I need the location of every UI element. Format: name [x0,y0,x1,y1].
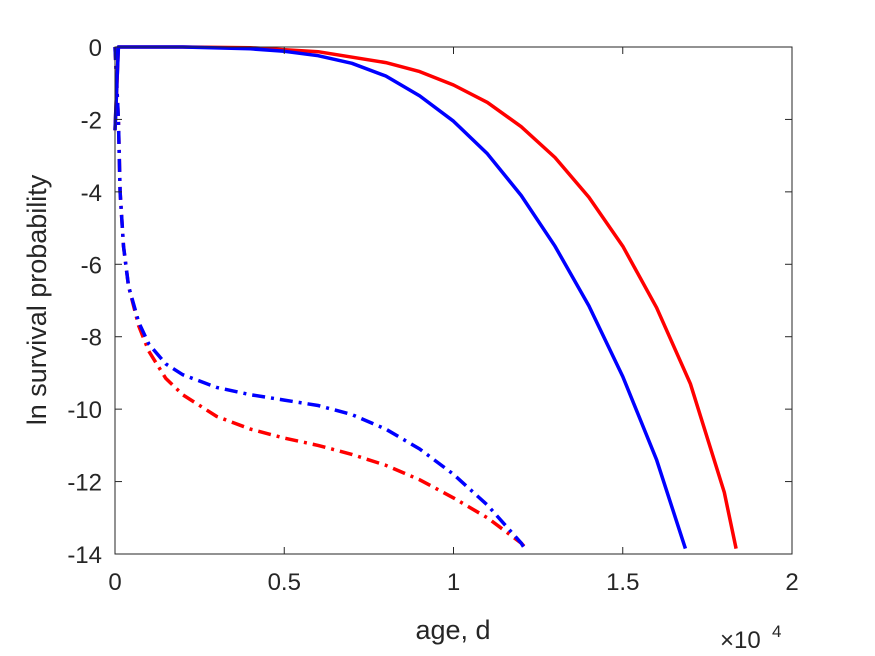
y-tick-label: -14 [67,542,102,569]
y-tick-label: -2 [81,107,102,134]
y-tick-label: -10 [67,397,102,424]
y-tick-label: -8 [81,325,102,352]
x-axis: 0 0.5 1 1.5 2 [108,47,799,596]
y-tick-label: -6 [81,252,102,279]
x-tick-label: 1.5 [606,569,639,596]
y-tick-label: -12 [67,470,102,497]
x-tick-label: 2 [785,569,798,596]
series-line-2 [113,45,688,550]
x-axis-exponent-base: ×10 [720,627,761,654]
y-axis: 0 -2 -4 -6 -8 -10 -12 -14 [67,35,792,569]
series-line-3 [113,46,528,550]
x-tick-label: 1 [447,569,460,596]
series-line-4 [113,46,527,550]
x-tick-label: 0 [108,569,121,596]
y-tick-label: -4 [81,180,102,207]
y-axis-label: ln survival probability [22,174,52,425]
x-tick-label: 0.5 [268,569,301,596]
x-axis-exponent-power: 4 [772,622,781,641]
y-tick-label: 0 [89,35,102,62]
plot-lines [113,45,738,550]
x-axis-label: age, d [415,615,490,645]
series-line-1 [113,45,738,549]
